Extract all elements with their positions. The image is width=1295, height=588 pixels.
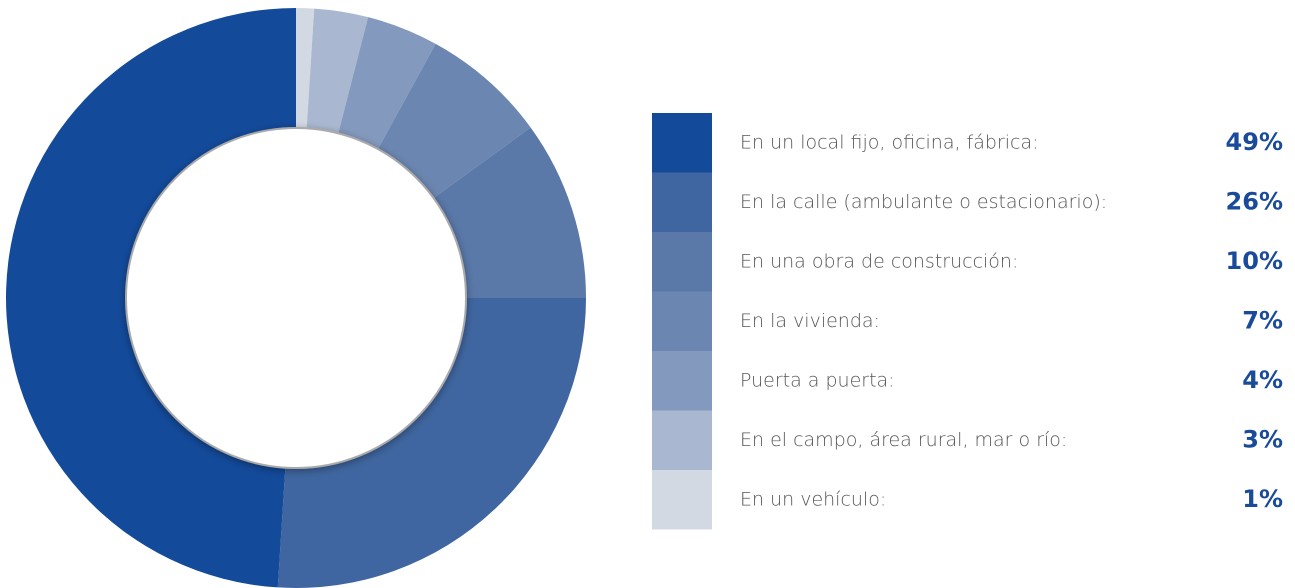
donut-hole bbox=[125, 127, 467, 469]
value-label: 26% bbox=[1226, 187, 1283, 215]
legend-label: Puerta a puerta: bbox=[740, 369, 895, 391]
value-label: 1% bbox=[1242, 485, 1283, 513]
legend-label: En la vivienda: bbox=[740, 310, 880, 332]
legend-swatch bbox=[652, 351, 712, 411]
legend-swatch bbox=[652, 410, 712, 470]
legend-label: En una obra de construcción: bbox=[740, 250, 1018, 272]
legend-swatch bbox=[652, 291, 712, 351]
value-label: 49% bbox=[1226, 128, 1283, 156]
legend-swatch bbox=[652, 113, 712, 173]
value-label: 3% bbox=[1242, 425, 1283, 453]
value-label: 4% bbox=[1242, 366, 1283, 394]
legend-label: En el campo, área rural, mar o río: bbox=[740, 429, 1067, 451]
legend-swatch bbox=[652, 172, 712, 232]
legend-label: En un local fijo, oficina, fábrica: bbox=[740, 131, 1039, 153]
legend-swatch bbox=[652, 470, 712, 530]
legend-label: En la calle (ambulante o estacionario): bbox=[740, 191, 1107, 213]
legend: En un local fijo, oficina, fábrica: 49% En… bbox=[652, 113, 1283, 530]
value-label: 10% bbox=[1226, 247, 1283, 275]
legend-label: En un vehículo: bbox=[740, 488, 886, 510]
value-label: 7% bbox=[1242, 306, 1283, 334]
legend-swatch bbox=[652, 232, 712, 292]
